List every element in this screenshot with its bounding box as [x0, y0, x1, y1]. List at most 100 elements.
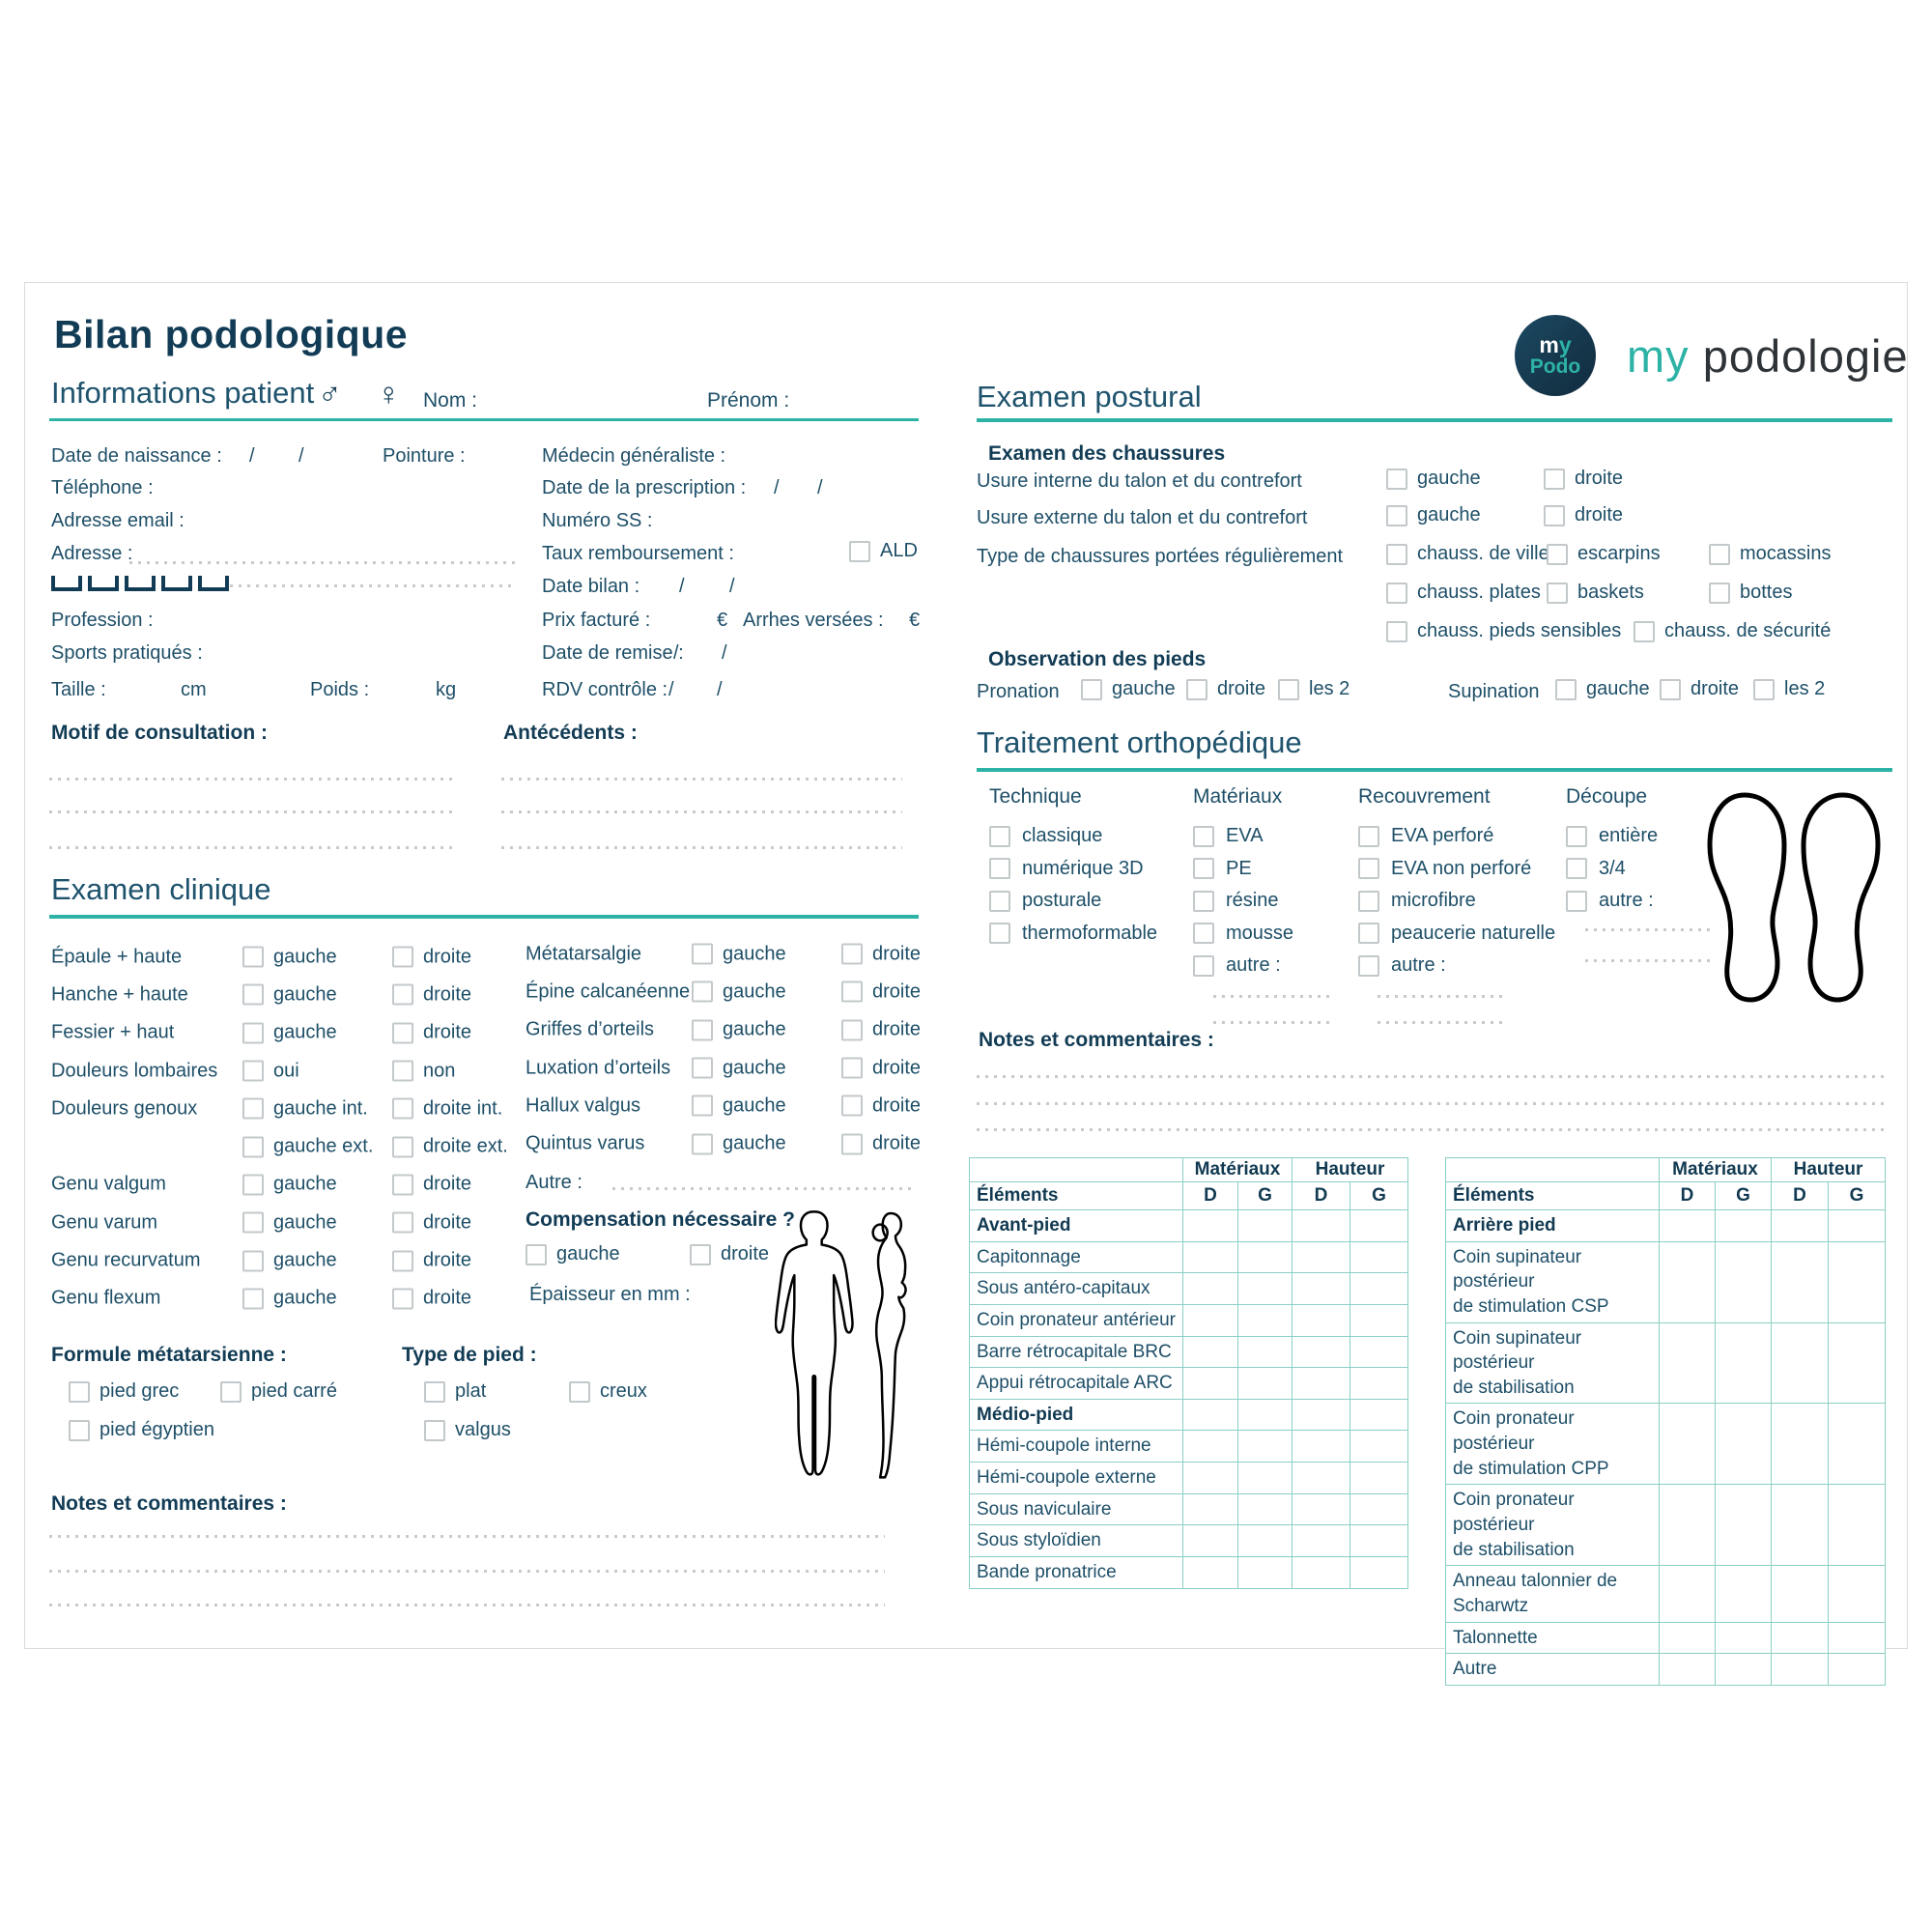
write-line[interactable]	[977, 1128, 1889, 1131]
table-cell[interactable]	[1182, 1556, 1238, 1589]
checkbox[interactable]	[1709, 582, 1730, 604]
table-cell[interactable]	[1828, 1240, 1887, 1323]
table-cell[interactable]	[1714, 1240, 1773, 1323]
table-cell[interactable]	[1659, 1565, 1716, 1623]
write-line[interactable]	[977, 1102, 1889, 1105]
checkbox[interactable]	[242, 946, 264, 968]
table-cell[interactable]	[1350, 1524, 1409, 1558]
write-line[interactable]	[501, 810, 902, 813]
table-cell[interactable]	[1771, 1209, 1830, 1242]
write-line[interactable]	[1378, 995, 1508, 998]
checkbox[interactable]	[692, 943, 713, 965]
table-cell[interactable]	[1236, 1524, 1293, 1558]
table-cell[interactable]	[1236, 1303, 1293, 1337]
checkbox[interactable]	[1358, 923, 1379, 945]
checkbox[interactable]	[1193, 825, 1214, 847]
table-cell[interactable]	[1292, 1462, 1351, 1494]
table-cell[interactable]	[1828, 1209, 1887, 1242]
checkbox[interactable]	[841, 1094, 863, 1117]
checkbox[interactable]	[1566, 858, 1587, 880]
table-cell[interactable]	[1292, 1367, 1351, 1400]
checkbox[interactable]	[1386, 468, 1407, 490]
checkbox[interactable]	[989, 858, 1010, 880]
table-cell[interactable]	[1292, 1556, 1351, 1589]
table-cell[interactable]	[1350, 1335, 1409, 1369]
table-cell[interactable]	[1182, 1367, 1238, 1400]
table-cell[interactable]	[1771, 1565, 1830, 1623]
table-cell[interactable]	[1350, 1492, 1409, 1526]
checkbox[interactable]	[1547, 543, 1568, 565]
write-line[interactable]	[49, 1570, 885, 1573]
checkbox[interactable]	[1566, 825, 1587, 847]
table-cell[interactable]	[1236, 1430, 1293, 1463]
table-cell[interactable]	[1182, 1462, 1238, 1494]
checkbox[interactable]	[1386, 543, 1407, 565]
table-cell[interactable]	[1659, 1653, 1716, 1686]
checkbox[interactable]	[1634, 620, 1655, 642]
write-line[interactable]	[49, 846, 455, 849]
table-cell[interactable]	[1659, 1484, 1716, 1567]
table-cell[interactable]	[1182, 1335, 1238, 1369]
table-cell[interactable]	[1292, 1209, 1351, 1242]
checkbox[interactable]	[692, 1133, 713, 1155]
table-cell[interactable]	[1659, 1621, 1716, 1655]
checkbox[interactable]	[242, 1174, 264, 1196]
table-cell[interactable]	[1714, 1621, 1773, 1655]
checkbox[interactable]	[1386, 620, 1407, 642]
table-cell[interactable]	[1292, 1240, 1351, 1274]
write-line[interactable]	[1585, 959, 1716, 962]
table-cell[interactable]	[1350, 1556, 1409, 1589]
table-cell[interactable]	[1236, 1367, 1293, 1400]
checkbox[interactable]	[69, 1380, 90, 1403]
checkbox[interactable]	[1278, 678, 1299, 700]
table-cell[interactable]	[1236, 1335, 1293, 1369]
table-cell[interactable]	[1292, 1303, 1351, 1337]
table-cell[interactable]	[1659, 1240, 1716, 1323]
checkbox[interactable]	[242, 1022, 264, 1044]
table-cell[interactable]	[1714, 1484, 1773, 1567]
checkbox[interactable]	[242, 1250, 264, 1272]
table-cell[interactable]	[1236, 1492, 1293, 1526]
table-cell[interactable]	[1828, 1565, 1887, 1623]
table-cell[interactable]	[1182, 1398, 1238, 1432]
table-cell[interactable]	[1828, 1321, 1887, 1405]
table-cell[interactable]	[1771, 1653, 1830, 1686]
table-cell[interactable]	[1292, 1492, 1351, 1526]
table-cell[interactable]	[1828, 1621, 1887, 1655]
table-cell[interactable]	[1771, 1403, 1830, 1486]
checkbox[interactable]	[692, 1019, 713, 1041]
write-line[interactable]	[501, 846, 902, 849]
table-cell[interactable]	[1182, 1272, 1238, 1305]
write-line[interactable]	[49, 778, 455, 781]
table-cell[interactable]	[1714, 1403, 1773, 1486]
checkbox[interactable]	[242, 1097, 264, 1120]
checkbox[interactable]	[392, 1136, 413, 1158]
table-cell[interactable]	[1182, 1303, 1238, 1337]
checkbox[interactable]	[989, 825, 1010, 847]
checkbox[interactable]	[1193, 890, 1214, 912]
table-cell[interactable]	[1659, 1403, 1716, 1486]
table-cell[interactable]	[1828, 1403, 1887, 1486]
checkbox[interactable]	[841, 1057, 863, 1079]
write-line[interactable]	[1378, 1021, 1508, 1024]
checkbox[interactable]	[1753, 678, 1775, 700]
checkbox[interactable]	[1547, 582, 1568, 604]
table-cell[interactable]	[1828, 1653, 1887, 1686]
checkbox[interactable]	[242, 1211, 264, 1234]
table-cell[interactable]	[1714, 1209, 1773, 1242]
table-cell[interactable]	[1350, 1209, 1409, 1242]
table-cell[interactable]	[1771, 1321, 1830, 1405]
male-icon[interactable]: ♂	[318, 376, 342, 412]
table-cell[interactable]	[1292, 1430, 1351, 1463]
table-cell[interactable]	[1828, 1484, 1887, 1567]
checkbox[interactable]	[1544, 468, 1565, 490]
checkbox[interactable]	[242, 1288, 264, 1310]
table-cell[interactable]	[1182, 1524, 1238, 1558]
checkbox[interactable]	[989, 890, 1010, 912]
checkbox[interactable]	[1186, 678, 1208, 700]
table-cell[interactable]	[1659, 1321, 1716, 1405]
checkbox[interactable]	[841, 980, 863, 1003]
write-line[interactable]	[977, 1075, 1889, 1078]
write-line[interactable]	[1585, 928, 1716, 931]
write-line[interactable]	[49, 1604, 885, 1606]
